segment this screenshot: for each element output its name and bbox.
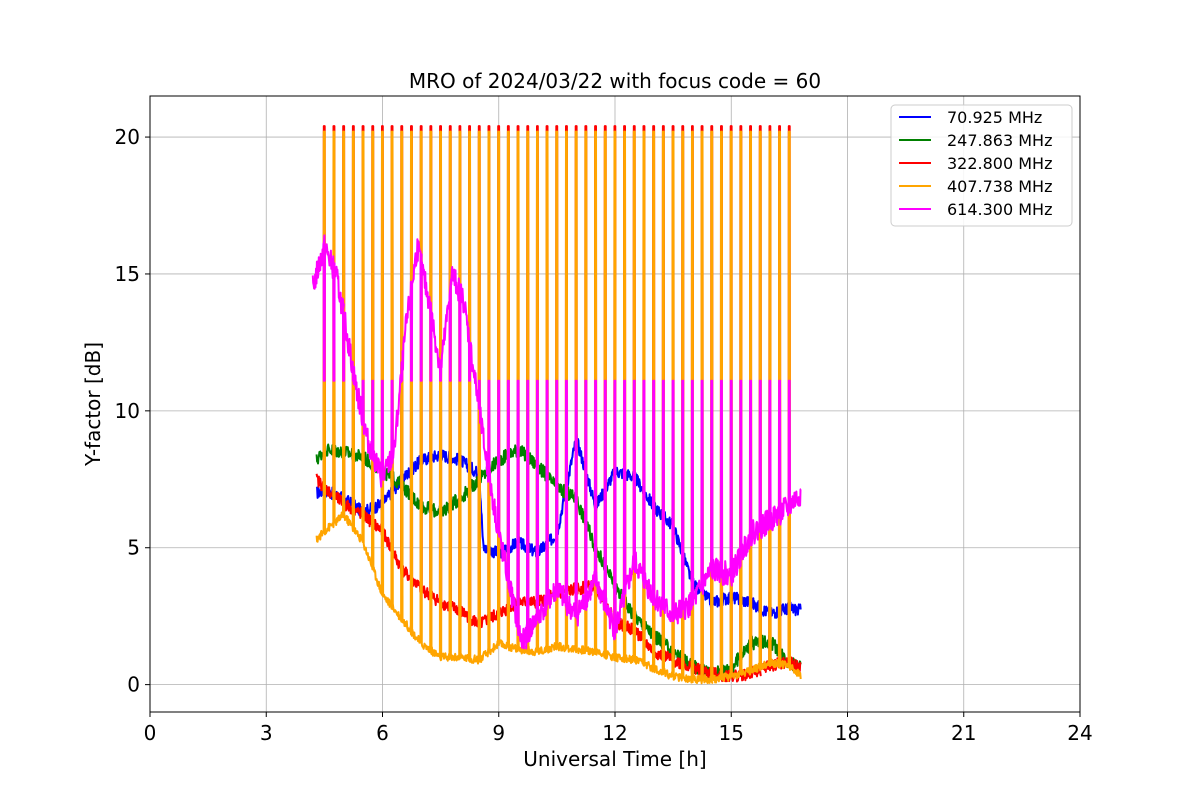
x-tick-label: 3 xyxy=(260,721,273,745)
x-tick-label: 15 xyxy=(719,721,744,745)
y-tick-label: 15 xyxy=(115,262,140,286)
y-tick-label: 20 xyxy=(115,125,140,149)
legend-box xyxy=(890,104,1073,227)
x-tick-label: 21 xyxy=(951,721,976,745)
ticks: 0 3 6 9 12 15 18 21 24 0 5 10 15 20 xyxy=(115,125,1093,745)
y-axis-label: Y-factor [dB] xyxy=(81,342,105,467)
x-tick-label: 18 xyxy=(835,721,860,745)
legend: 70.925 MHz 247.863 MHz 322.800 MHz 407.738 … xyxy=(890,104,1073,227)
legend-entry: 322.800 MHz xyxy=(947,154,1052,173)
x-axis-label: Universal Time [h] xyxy=(523,747,706,771)
legend-entry: 614.300 MHz xyxy=(947,200,1052,219)
legend-entry: 247.863 MHz xyxy=(947,131,1052,150)
chart-title: MRO of 2024/03/22 with focus code = 60 xyxy=(409,69,821,93)
x-tick-label: 9 xyxy=(492,721,505,745)
x-tick-label: 12 xyxy=(602,721,627,745)
y-tick-label: 0 xyxy=(127,673,140,697)
series-layer xyxy=(311,125,802,685)
plot-frame xyxy=(149,95,1081,713)
series-line xyxy=(315,130,802,685)
y-tick-label: 10 xyxy=(115,399,140,423)
x-tick-label: 0 xyxy=(144,721,157,745)
series-line xyxy=(311,234,802,650)
x-tick-label: 24 xyxy=(1067,721,1092,745)
legend-entry: 407.738 MHz xyxy=(947,177,1052,196)
legend-entry: 70.925 MHz xyxy=(947,108,1042,127)
x-tick-label: 6 xyxy=(376,721,389,745)
y-tick-label: 5 xyxy=(127,536,140,560)
